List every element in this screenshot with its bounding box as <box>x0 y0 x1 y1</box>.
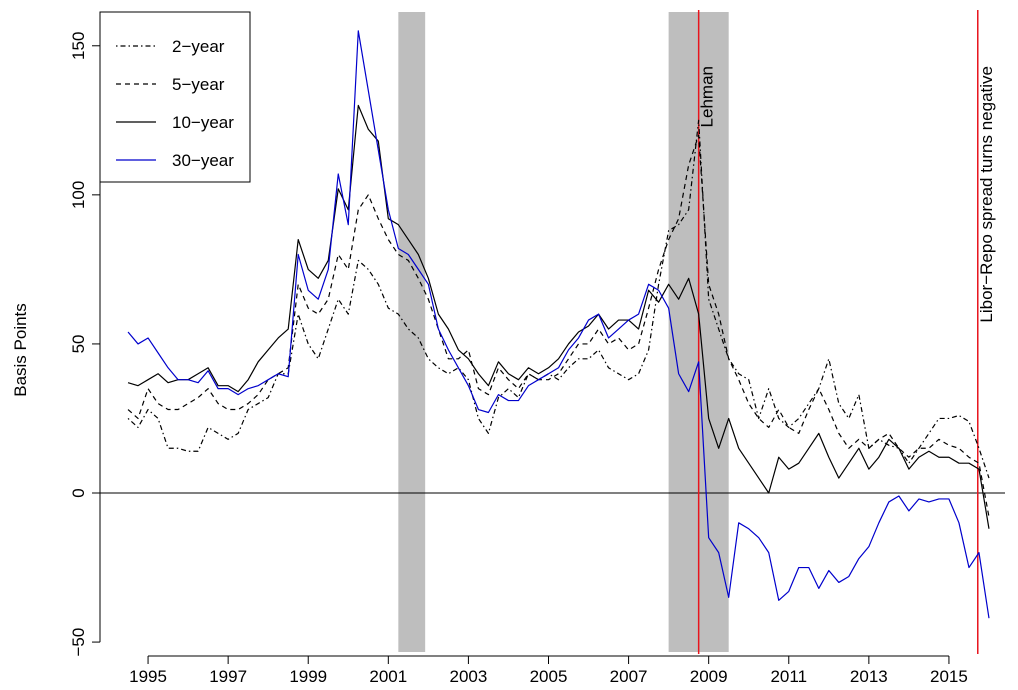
x-tick-label: 2011 <box>770 667 807 686</box>
y-tick-label: 50 <box>69 334 88 353</box>
y-tick-label: 0 <box>69 488 88 497</box>
y-axis-label: Basis Points <box>11 303 30 397</box>
x-tick-label: 2003 <box>449 667 487 686</box>
y-tick-label: 150 <box>69 32 88 60</box>
series-line <box>127 30 990 619</box>
legend-label: 30−year <box>172 151 234 170</box>
series-line <box>127 119 990 479</box>
legend-label: 2−year <box>172 37 225 56</box>
x-tick-label: 2009 <box>690 667 728 686</box>
x-tick-label: 1995 <box>129 667 167 686</box>
legend-label: 5−year <box>172 75 225 94</box>
event-label: Lehman <box>698 66 717 127</box>
x-tick-label: 2013 <box>850 667 888 686</box>
x-tick-label: 1997 <box>209 667 247 686</box>
x-tick-label: 2007 <box>610 667 648 686</box>
x-tick-label: 2005 <box>530 667 568 686</box>
event-label: Libor−Repo spread turns negative <box>977 66 996 323</box>
y-tick-label: −50 <box>69 628 88 657</box>
x-tick-label: 2015 <box>930 667 968 686</box>
series-line <box>127 104 990 529</box>
legend-label: 10−year <box>172 113 234 132</box>
x-tick-label: 2001 <box>369 667 407 686</box>
y-tick-label: 100 <box>69 181 88 209</box>
recession-shade <box>398 12 426 652</box>
legend-box <box>99 11 251 183</box>
x-tick-label: 1999 <box>289 667 327 686</box>
series-line <box>127 134 990 517</box>
